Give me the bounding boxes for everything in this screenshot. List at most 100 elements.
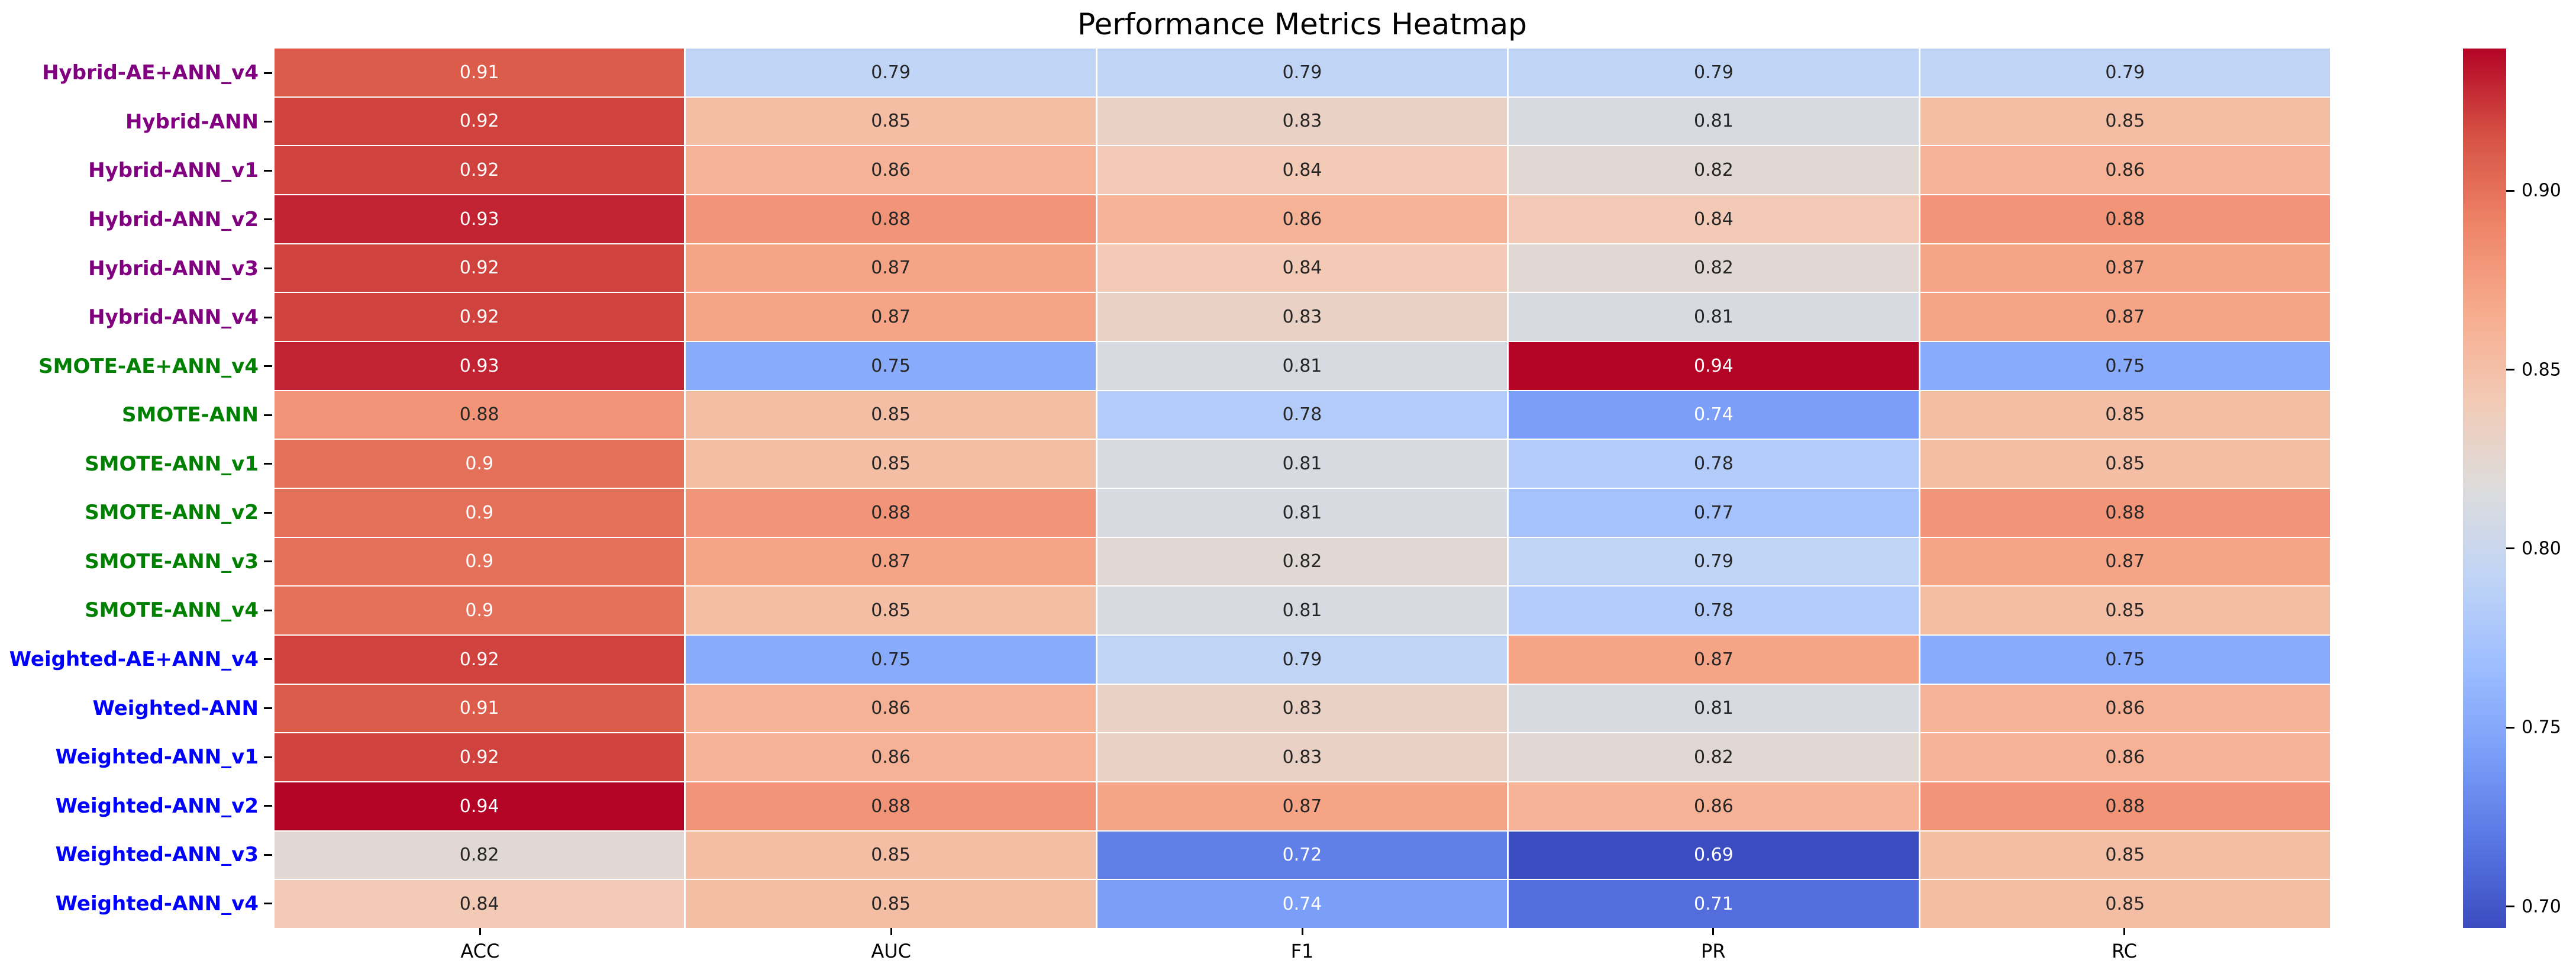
heatmap-cell: 0.94	[275, 782, 685, 830]
heatmap-cell: 0.75	[1920, 341, 2330, 390]
row-label: Weighted-AE+ANN_v4	[9, 647, 259, 672]
heatmap-cell: 0.83	[1097, 733, 1507, 781]
heatmap-cell: 0.92	[275, 293, 685, 341]
heatmap-cell: 0.69	[1509, 831, 1919, 879]
column-label: F1	[1290, 940, 1314, 962]
row-label: SMOTE-ANN_v4	[85, 598, 259, 623]
x-tick	[1712, 928, 1715, 935]
heatmap-cell: 0.9	[275, 587, 685, 634]
y-tick	[264, 463, 272, 465]
column-label: AUC	[871, 940, 912, 962]
heatmap-cell: 0.82	[1509, 733, 1919, 781]
heatmap-cell: 0.88	[1920, 488, 2330, 537]
heatmap-cell: 0.87	[686, 244, 1096, 292]
heatmap-cell: 0.86	[1097, 195, 1507, 243]
row-label: SMOTE-ANN_v2	[85, 501, 259, 525]
heatmap-cell: 0.94	[1509, 341, 1919, 390]
row-label: Hybrid-ANN_v2	[88, 207, 259, 231]
heatmap-cell: 0.85	[1920, 587, 2330, 634]
colorbar-tick	[2506, 189, 2514, 192]
colorbar-tick-label: 0.80	[2522, 538, 2561, 559]
heatmap-cell: 0.82	[1509, 244, 1919, 292]
row-label: Weighted-ANN_v4	[55, 891, 259, 916]
heatmap-cell: 0.92	[275, 244, 685, 292]
heatmap-cell: 0.81	[1097, 440, 1507, 488]
x-tick	[890, 928, 892, 935]
heatmap-cell: 0.75	[686, 635, 1096, 684]
heatmap-cell: 0.84	[1509, 195, 1919, 243]
heatmap-cell: 0.85	[1920, 97, 2330, 146]
heatmap-cell: 0.81	[1097, 488, 1507, 537]
row-label: Hybrid-ANN_v4	[88, 305, 259, 330]
colorbar-tick	[2506, 726, 2514, 729]
heatmap-cell: 0.78	[1509, 440, 1919, 488]
heatmap-cell: 0.83	[1097, 684, 1507, 733]
heatmap-cell: 0.71	[1509, 880, 1919, 928]
heatmap-cell: 0.91	[275, 684, 685, 733]
heatmap-cell: 0.74	[1509, 391, 1919, 439]
y-tick	[264, 121, 272, 123]
heatmap-cell: 0.82	[1097, 537, 1507, 586]
colorbar-tick	[2506, 369, 2514, 370]
heatmap-cell: 0.85	[686, 391, 1096, 439]
row-label: SMOTE-ANN_v3	[85, 549, 259, 574]
y-tick	[264, 72, 272, 74]
heatmap-cell: 0.93	[275, 195, 685, 243]
heatmap-cell: 0.79	[1097, 49, 1507, 96]
heatmap-cell: 0.74	[1097, 880, 1507, 928]
y-tick	[264, 658, 272, 661]
heatmap-cell: 0.9	[275, 440, 685, 488]
heatmap-cell: 0.87	[686, 293, 1096, 341]
heatmap-cell: 0.85	[1920, 880, 2330, 928]
y-tick	[264, 560, 272, 563]
y-axis-labels: Hybrid-AE+ANN_v4 Hybrid-ANN Hybrid-ANN_v1 H…	[0, 49, 259, 928]
heatmap-cell: 0.85	[686, 831, 1096, 879]
heatmap-cell: 0.79	[1509, 537, 1919, 586]
heatmap-cell: 0.84	[1097, 244, 1507, 292]
heatmap-cell: 0.92	[275, 635, 685, 684]
y-tick	[264, 903, 272, 905]
heatmap-cell: 0.82	[275, 831, 685, 879]
heatmap-cell: 0.92	[275, 146, 685, 194]
heatmap-cell: 0.85	[1920, 391, 2330, 439]
heatmap-cell: 0.92	[275, 97, 685, 146]
y-tick	[264, 609, 272, 611]
heatmap-cell: 0.92	[275, 733, 685, 781]
heatmap-cell: 0.86	[686, 684, 1096, 733]
row-label: Hybrid-ANN	[125, 109, 259, 134]
heatmap-cell: 0.79	[1097, 635, 1507, 684]
row-label: SMOTE-ANN_v1	[85, 452, 259, 476]
colorbar-tick-label: 0.90	[2522, 180, 2561, 201]
heatmap-cell: 0.85	[1920, 831, 2330, 879]
row-label: Hybrid-ANN_v3	[88, 256, 259, 281]
colorbar-tick-label: 0.70	[2522, 896, 2561, 917]
y-tick	[264, 707, 272, 709]
heatmap-cell: 0.88	[275, 391, 685, 439]
colorbar	[2463, 49, 2506, 928]
heatmap-cell: 0.77	[1509, 488, 1919, 537]
heatmap-cell: 0.79	[1509, 49, 1919, 96]
y-tick	[264, 756, 272, 758]
heatmap-cell: 0.93	[275, 341, 685, 390]
y-tick	[264, 414, 272, 416]
heatmap-cell: 0.87	[686, 537, 1096, 586]
colorbar-tick	[2506, 547, 2514, 550]
heatmap-cell: 0.87	[1509, 635, 1919, 684]
heatmap-cell: 0.79	[1920, 49, 2330, 96]
heatmap-cell: 0.87	[1920, 293, 2330, 341]
y-tick	[264, 805, 272, 807]
heatmap-cell: 0.75	[1920, 635, 2330, 684]
row-label: Weighted-ANN_v1	[55, 745, 259, 769]
row-label: SMOTE-AE+ANN_v4	[38, 354, 259, 378]
y-tick	[264, 511, 272, 514]
y-tick	[264, 268, 272, 269]
heatmap-cell: 0.86	[1920, 684, 2330, 733]
heatmap-cell: 0.81	[1509, 97, 1919, 146]
heatmap-cell: 0.87	[1920, 537, 2330, 586]
row-label: Weighted-ANN_v3	[55, 843, 259, 867]
heatmap-cell: 0.85	[1920, 440, 2330, 488]
heatmap-cell: 0.81	[1509, 293, 1919, 341]
y-tick	[264, 365, 272, 368]
heatmap-cell: 0.78	[1097, 391, 1507, 439]
